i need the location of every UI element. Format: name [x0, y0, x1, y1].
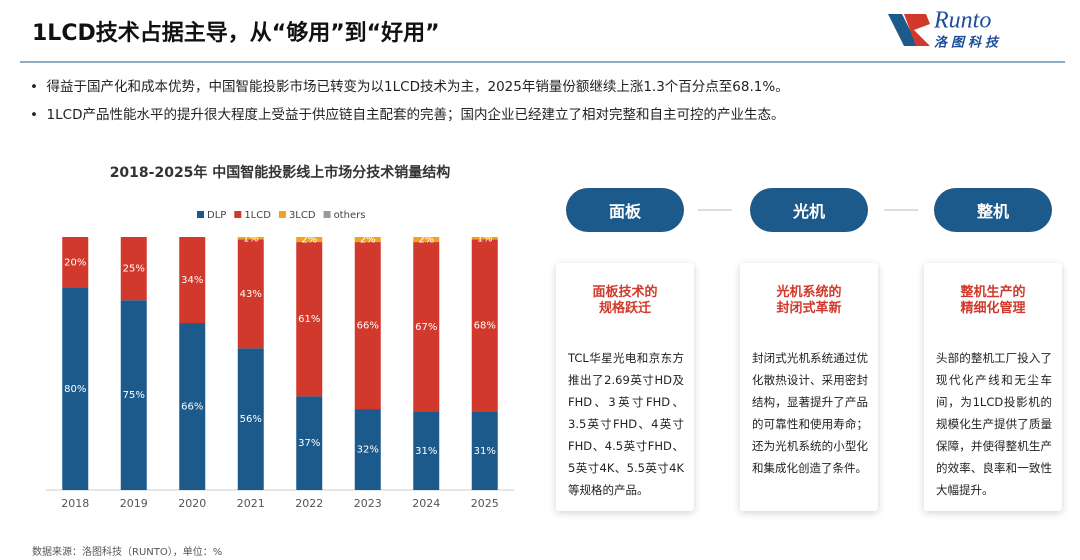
legend-swatch	[323, 211, 331, 218]
bar-segment	[413, 237, 440, 243]
data-label: 32%	[357, 445, 379, 456]
data-label: 2%	[301, 235, 317, 246]
bar-segment	[413, 411, 440, 490]
bullet-text: 得益于国产化和成本优势，中国智能投影市场已转变为以1LCD技术为主，2025年销…	[46, 79, 789, 95]
legend-swatch	[234, 211, 242, 218]
panel-card: 光机系统的 封闭式革新封闭式光机系统通过优化散热设计、采用密封结构，显著提升了产品…	[740, 263, 878, 511]
legend-swatch	[278, 211, 286, 218]
data-label: 25%	[123, 264, 145, 275]
data-label: 80%	[64, 384, 86, 395]
panel-label: 光机	[750, 188, 868, 232]
legend-label: others	[334, 210, 366, 221]
panel-title-line: 整机生产的	[960, 285, 1026, 300]
data-label: 31%	[474, 446, 496, 457]
panel-title-line: 规格跃迁	[598, 301, 651, 316]
logo-mark	[904, 14, 930, 46]
data-label: 75%	[123, 390, 145, 401]
data-label: 37%	[298, 438, 320, 449]
data-label: 1%	[477, 233, 493, 244]
panel-title-line: 面板技术的	[592, 285, 658, 300]
x-tick-label: 2022	[295, 497, 323, 510]
panel-title: 面板技术的 规格跃迁	[556, 285, 694, 317]
data-label: 1%	[243, 233, 259, 244]
data-label: 56%	[240, 414, 262, 425]
data-label: 20%	[64, 257, 86, 268]
data-label: 34%	[181, 275, 203, 286]
panel-label: 整机	[934, 188, 1052, 232]
panel-title-line: 封闭式革新	[776, 301, 842, 316]
panel-card: 面板技术的 规格跃迁 TCL华星光电和京东方推出了2.69英寸HD及FHD、3英寸F…	[556, 263, 694, 511]
x-tick-label: 2020	[178, 497, 206, 510]
legend-label: 3LCD	[289, 210, 316, 221]
panel-text: 头部的整机工厂投入了现代化产线和无尘车间，为1LCD投影机的规模化生产提供了质量…	[936, 351, 1052, 497]
panel-title: 整机生产的 精细化管理	[924, 285, 1062, 317]
bar-segment	[237, 239, 264, 349]
bar-segment	[179, 323, 206, 490]
source-note: 数据来源：洛图科技（RUNTO），单位：%	[32, 545, 222, 558]
bar-segment	[179, 237, 206, 324]
panel-text: 封闭式光机系统通过优化散热设计、采用密封结构，显著提升了产品的可靠性和使用寿命；…	[752, 351, 868, 475]
data-label: 66%	[181, 402, 203, 413]
data-label: 2%	[418, 235, 434, 246]
bar-segment	[354, 237, 381, 243]
panel-text: TCL华星光电和京东方推出了2.69英寸HD及FHD、3英寸FHD、3.5英寸F…	[568, 351, 684, 497]
bullet-text: 1LCD产品性能水平的提升很大程度上受益于供应链自主配套的完善；国内企业已经建立…	[46, 107, 785, 123]
bullet: • 1LCD产品性能水平的提升很大程度上受益于供应链自主配套的完善；国内企业已经…	[30, 107, 785, 123]
slide-title: 1LCD技术占据主导，从“够用”到“好用”	[32, 20, 440, 46]
x-tick-label: 2024	[412, 497, 440, 510]
panel-card: 整机生产的 精细化管理头部的整机工厂投入了现代化产线和无尘车间，为1LCD投影机的…	[924, 263, 1062, 511]
panel-title-line: 光机系统的	[776, 285, 842, 300]
bar-segment	[296, 396, 323, 490]
chart-title: 2018-2025年 中国智能投影线上市场分技术销量结构	[110, 164, 451, 181]
bar-segment	[237, 348, 264, 490]
legend-label: DLP	[207, 210, 226, 221]
bullet: • 得益于国产化和成本优势，中国智能投影市场已转变为以1LCD技术为主，2025…	[30, 79, 789, 95]
data-label: 68%	[474, 321, 496, 332]
bar-segment	[62, 237, 89, 288]
data-label: 2%	[360, 235, 376, 246]
data-label: 66%	[357, 321, 379, 332]
bar-segment	[120, 300, 147, 490]
bar-segment	[354, 242, 381, 410]
bar-segment	[471, 237, 498, 240]
bar-segment	[471, 411, 498, 490]
bar-segment	[413, 242, 440, 412]
bar-segment	[354, 409, 381, 490]
bar-segment	[296, 242, 323, 397]
logo-mark	[888, 14, 918, 46]
x-tick-label: 2023	[354, 497, 382, 510]
bar-segment	[62, 287, 89, 490]
data-label: 43%	[240, 289, 262, 300]
data-label: 31%	[415, 446, 437, 457]
panel-label: 面板	[566, 188, 684, 232]
panel-title-line: 精细化管理	[960, 301, 1026, 316]
bar-segment	[120, 237, 147, 301]
x-tick-label: 2025	[471, 497, 499, 510]
logo-subtext: 洛图科技	[934, 35, 1002, 51]
legend-swatch	[197, 211, 204, 218]
data-label: 61%	[298, 314, 320, 325]
panel-title: 光机系统的 封闭式革新	[740, 285, 878, 317]
x-tick-label: 2018	[61, 497, 89, 510]
bar-segment	[237, 237, 264, 240]
x-tick-label: 2019	[120, 497, 148, 510]
legend-label: 1LCD	[244, 210, 271, 221]
bar-segment	[296, 237, 323, 243]
x-tick-label: 2021	[237, 497, 265, 510]
bar-segment	[471, 239, 498, 412]
data-label: 67%	[415, 322, 437, 333]
logo-text: Runto	[933, 8, 991, 34]
